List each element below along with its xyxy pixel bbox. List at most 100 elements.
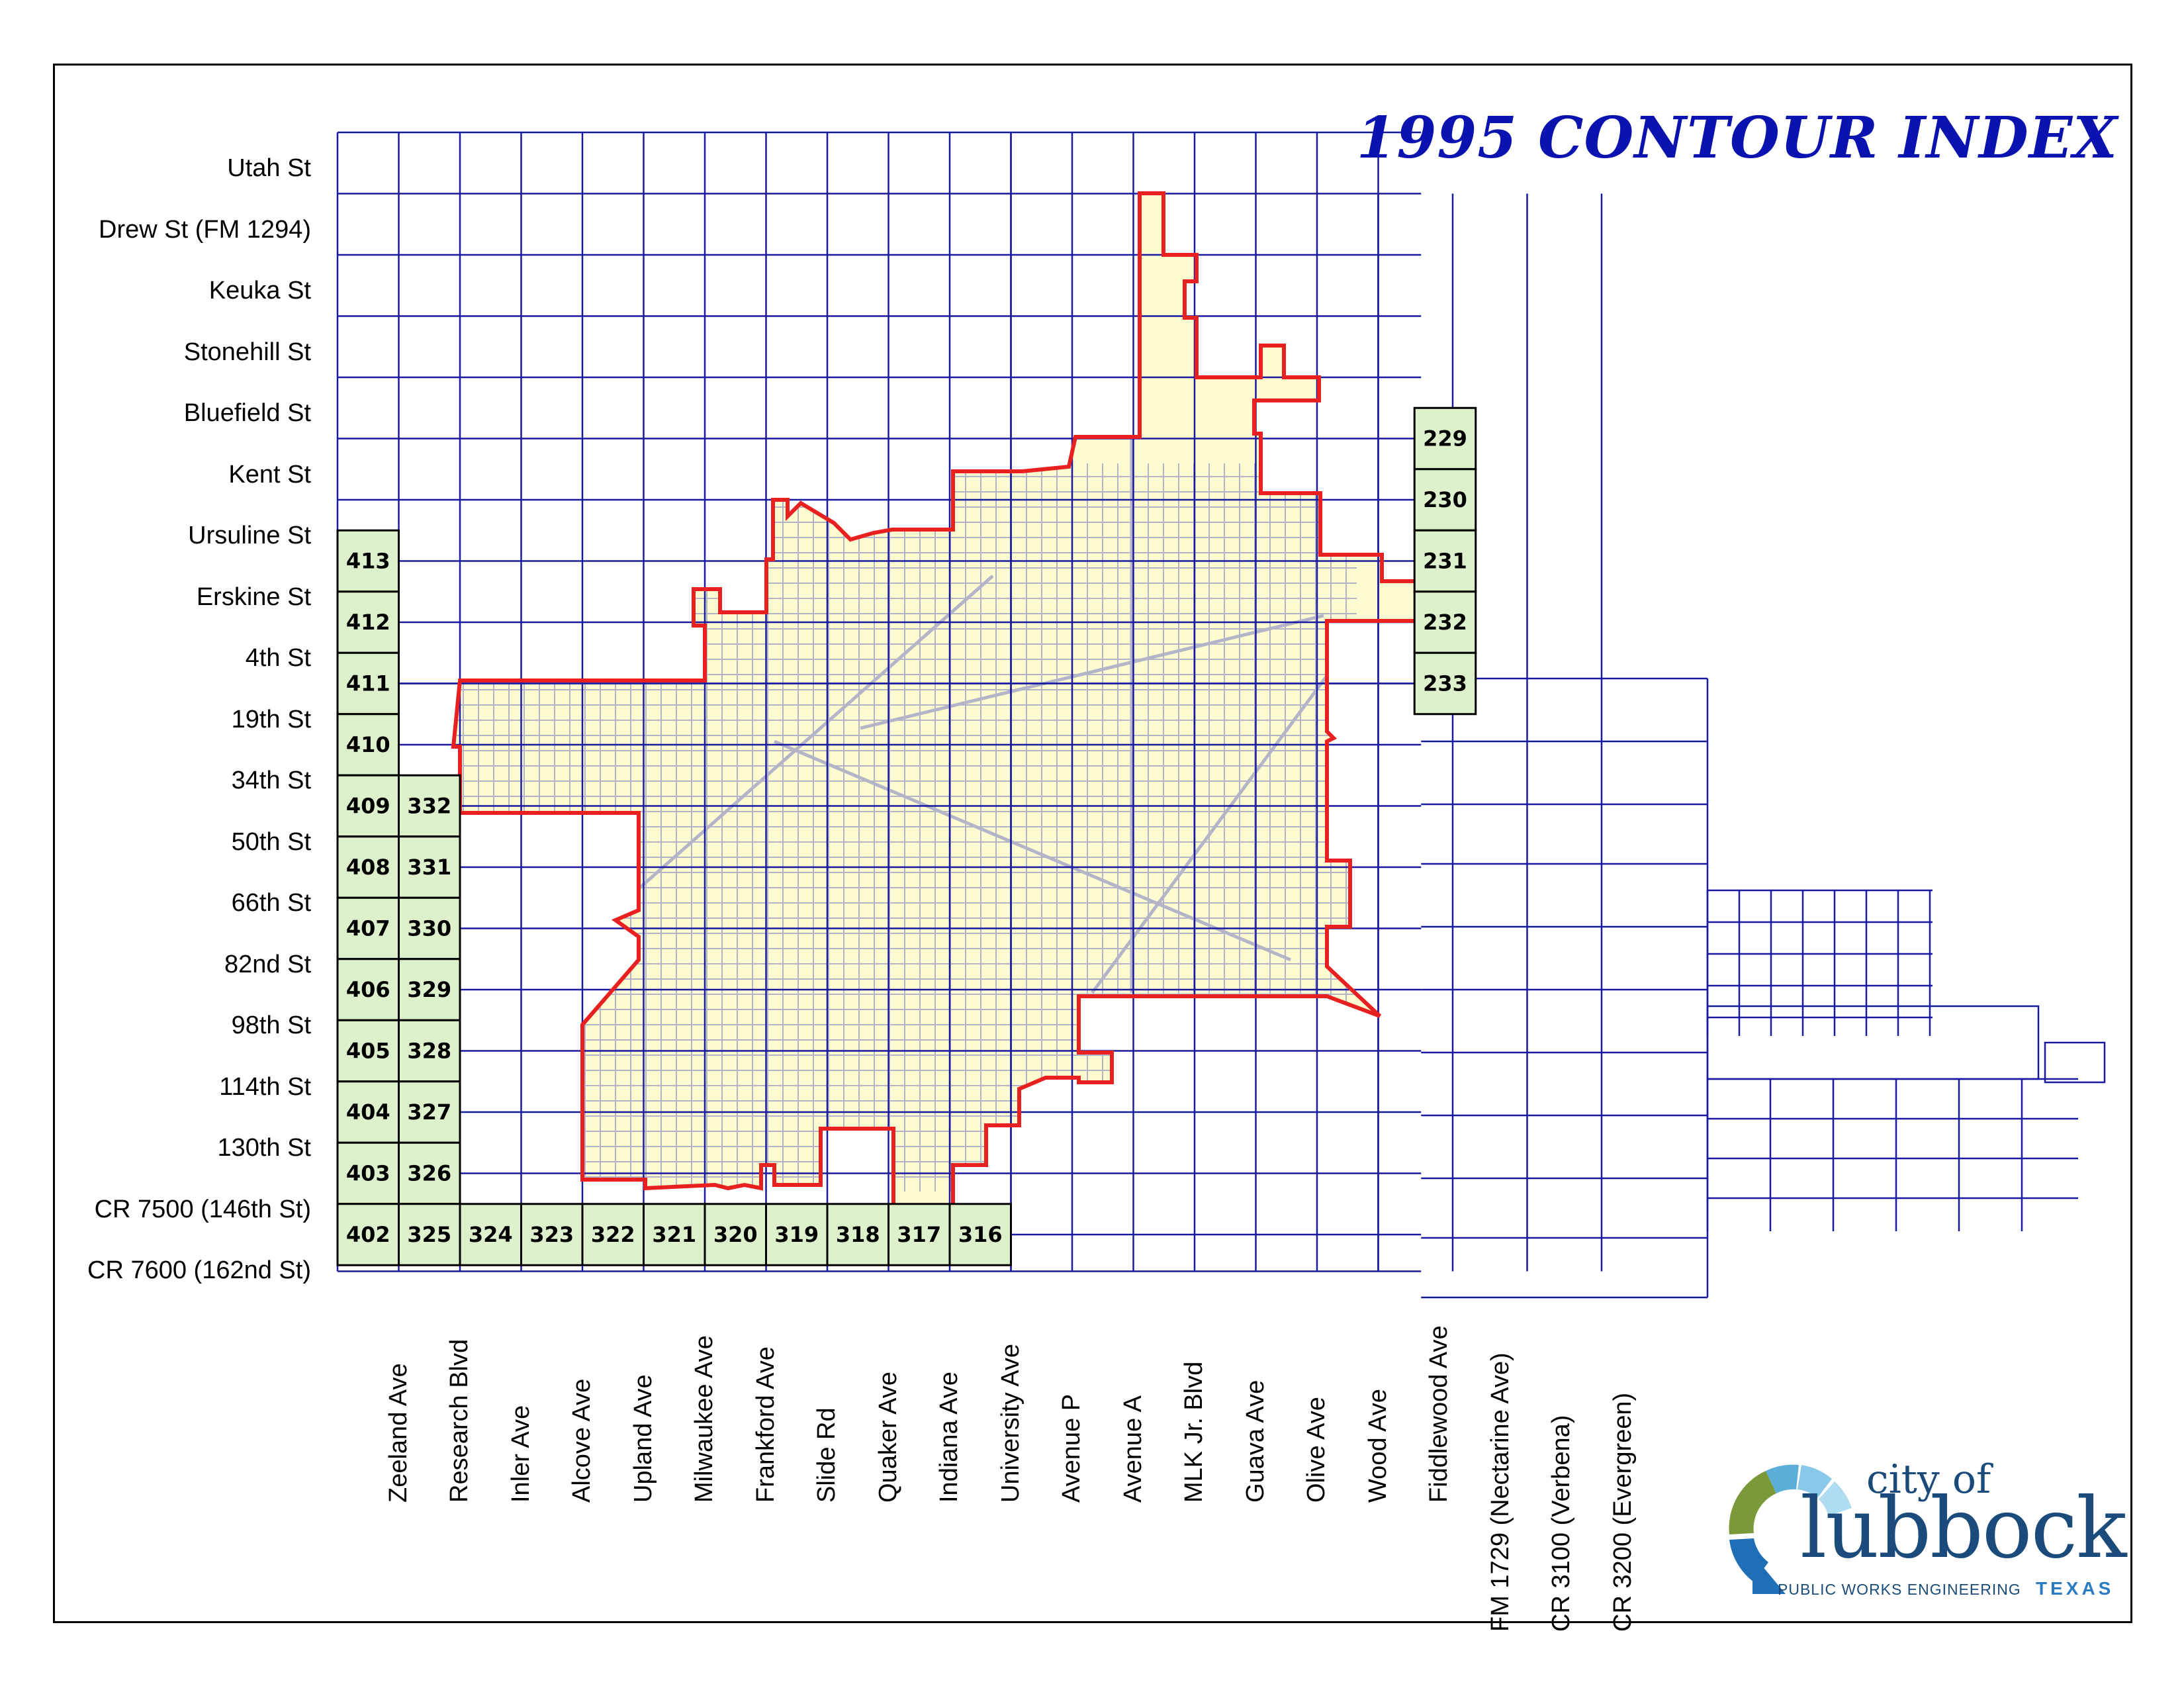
index-tile	[581, 1203, 645, 1266]
street-label: Keuka St	[208, 277, 311, 305]
index-tile-label: 410	[346, 732, 390, 757]
street-label: 82nd St	[224, 950, 311, 978]
avenue-label: Fiddlewood Ave	[1425, 1325, 1453, 1503]
index-tile	[398, 1019, 461, 1083]
index-tile-label: 231	[1423, 549, 1467, 574]
index-tile	[398, 896, 461, 961]
avenue-label: Avenue A	[1118, 1395, 1147, 1503]
index-tile-label: 325	[407, 1222, 451, 1247]
index-tiles: 413 412 411 410 409 408 407 406 405 404 403 402 332 3…	[336, 406, 1477, 1266]
index-tile-label: 322	[591, 1222, 635, 1247]
avenue-label: Guava Ave	[1241, 1380, 1269, 1503]
index-tile-label: 319	[774, 1222, 819, 1247]
index-tile-label: 316	[958, 1222, 1003, 1247]
logo-state: TEXAS	[2036, 1578, 2115, 1599]
index-tile-label: 407	[346, 916, 390, 941]
index-tile-label: 404	[346, 1100, 390, 1125]
avenue-label: Wood Ave	[1363, 1389, 1392, 1503]
index-tile	[704, 1203, 767, 1266]
street-label: Bluefield St	[183, 399, 311, 427]
index-tile	[826, 1203, 889, 1266]
avenue-label: Alcove Ave	[568, 1378, 596, 1503]
index-tile	[398, 835, 461, 899]
index-tile-label: 327	[407, 1100, 451, 1125]
index-tile-label: 232	[1423, 610, 1467, 635]
avenue-label: Indiana Ave	[935, 1372, 963, 1503]
highway-line	[1090, 634, 1359, 994]
avenue-label: Avenue P	[1058, 1393, 1085, 1503]
avenue-label: University Ave	[996, 1343, 1024, 1503]
index-tile	[520, 1203, 584, 1266]
index-tile-label: 329	[407, 977, 451, 1002]
avenue-label: Slide Rd	[813, 1407, 841, 1503]
street-label: Kent St	[228, 460, 311, 489]
street-label: Stonehill St	[183, 338, 311, 366]
index-tile	[336, 1019, 400, 1083]
street-label: 98th St	[231, 1011, 311, 1039]
index-tile-label: 324	[469, 1222, 513, 1247]
street-label: Utah St	[227, 154, 311, 182]
index-tile-label: 320	[713, 1222, 758, 1247]
street-label: Drew St (FM 1294)	[99, 215, 311, 244]
avenue-label: Milwaukee Ave	[690, 1335, 718, 1503]
index-tile-label: 230	[1423, 487, 1467, 512]
street-label: 130th St	[217, 1134, 311, 1162]
street-label: 34th St	[231, 767, 311, 794]
index-tile-label: 317	[897, 1222, 941, 1247]
index-tile	[643, 1203, 706, 1266]
avenue-label: MLK Jr. Blvd	[1180, 1361, 1208, 1503]
index-tile-label: 413	[346, 549, 390, 574]
index-tile-label: 402	[346, 1222, 390, 1247]
index-tile	[1413, 468, 1477, 532]
logo-name: lubbock	[1800, 1479, 2127, 1577]
index-tile	[336, 1141, 400, 1205]
index-tile-label: 318	[836, 1222, 880, 1247]
index-tile-label: 328	[407, 1039, 451, 1064]
index-tile	[1413, 590, 1477, 654]
index-tile-label: 332	[407, 794, 451, 819]
street-label: 4th St	[245, 644, 311, 672]
street-label: CR 7600 (162nd St)	[87, 1256, 311, 1284]
index-tile-label: 409	[346, 794, 390, 819]
index-tile	[336, 958, 400, 1021]
index-tile-label: 321	[652, 1222, 696, 1247]
street-label: 19th St	[231, 705, 311, 733]
avenue-label: Upland Ave	[629, 1374, 657, 1503]
index-tile	[336, 774, 400, 838]
street-label: CR 7500 (146th St)	[94, 1195, 311, 1223]
city-limits-fill	[453, 193, 1443, 1208]
index-tile	[398, 774, 461, 838]
highway-line	[860, 614, 1324, 730]
index-tile-label: 331	[407, 855, 451, 880]
index-tile-label: 233	[1423, 671, 1467, 696]
city-limits-area	[453, 193, 1443, 1208]
street-label: Erskine St	[196, 583, 311, 611]
logo-department: PUBLIC WORKS ENGINEERING	[1778, 1581, 2021, 1598]
street-label: 50th St	[231, 827, 311, 856]
index-tile-label: 405	[346, 1039, 390, 1064]
index-tile-label: 406	[346, 977, 390, 1002]
index-grid	[336, 131, 2106, 1299]
highway-line	[774, 739, 1291, 962]
logo-city-of: city of	[1866, 1456, 1991, 1503]
index-tile-label: 411	[346, 671, 390, 696]
avenue-label: Zeeland Ave	[384, 1363, 412, 1503]
index-tile	[336, 1203, 400, 1266]
street-label: Ursuline St	[188, 522, 311, 549]
map-title: 1995 CONTOUR INDEX	[1356, 105, 2118, 171]
index-tile	[336, 713, 400, 776]
index-tile	[336, 835, 400, 899]
avenue-label: FM 1729 (Nectarine Ave)	[1486, 1352, 1514, 1632]
index-tile-label: 330	[407, 916, 451, 941]
index-tile-label: 412	[346, 610, 390, 635]
map-frame	[53, 64, 2132, 1623]
index-tile-label: 326	[407, 1161, 451, 1186]
index-tile	[336, 1080, 400, 1144]
index-tile	[336, 529, 400, 593]
grid-lines	[336, 131, 2106, 1299]
index-tile-label: 408	[346, 855, 390, 880]
avenue-label: Quaker Ave	[874, 1372, 902, 1503]
index-tile-label: 403	[346, 1161, 390, 1186]
index-tile	[1413, 529, 1477, 593]
